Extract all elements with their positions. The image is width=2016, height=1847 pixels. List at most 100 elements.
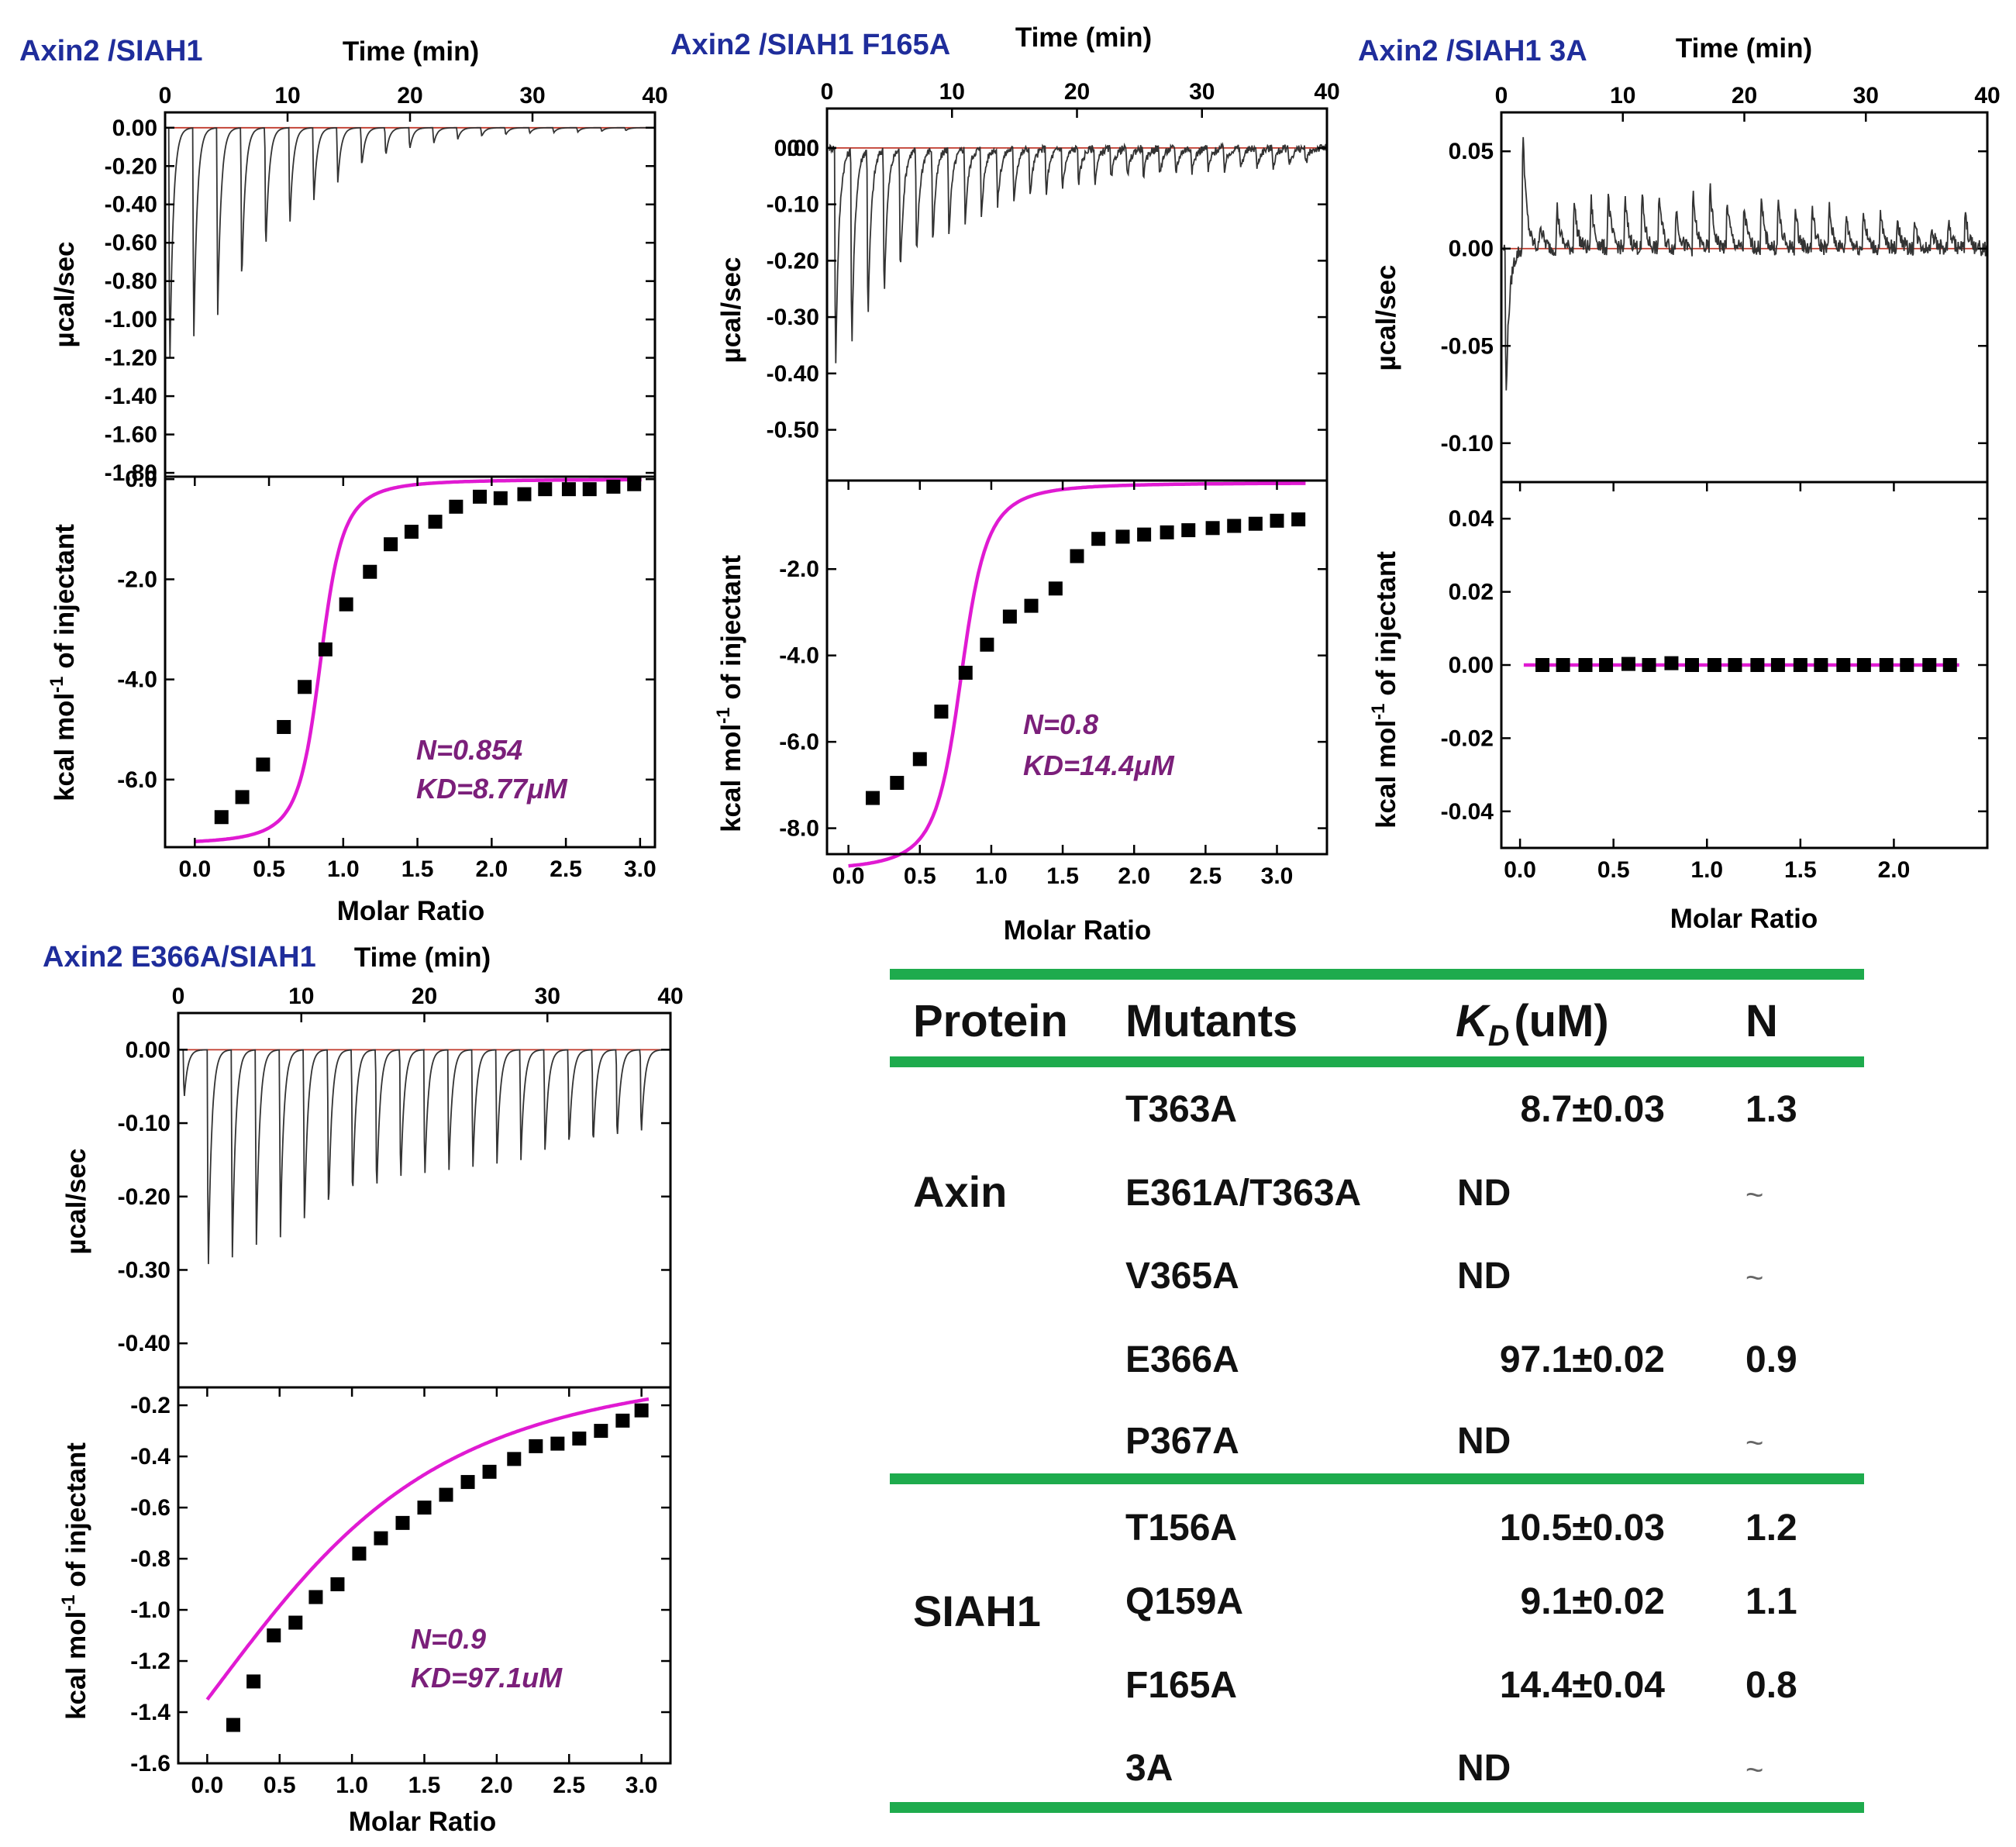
top-y-axis-title: µcal/sec [61,1149,91,1255]
data-point [277,719,291,734]
y-axis-title-superscript: -1 [58,1594,79,1611]
data-point [449,499,464,514]
x-tick-label: 30 [1853,83,1879,109]
data-point [1942,658,1957,672]
y-tick-label: -0.60 [105,230,157,256]
y-tick-label: -6.0 [779,729,819,755]
x-tick-label: 0.0 [1504,857,1536,883]
y-tick-label: 0.00 [1449,653,1494,678]
bottom-y-axis-title: kcal mol-1 of injectant [1368,551,1401,829]
data-point [1750,658,1765,672]
x-tick-label: 0.5 [264,1773,296,1798]
header-n: N [1745,996,1778,1046]
n-cell: ~ [1745,1261,1763,1295]
binding-isotherm-plot: 0.04 0.02 0.00 -0.02 -0.04 0.0 0.5 1.0 1.5 2.0 [1441,481,1989,883]
top-y-axis-title: µcal/sec [716,257,746,364]
fit-annotation-kd: KD=8.77μM [416,773,568,805]
y-tick-label: -1.20 [105,346,157,371]
data-point [1227,519,1242,533]
data-point [1599,658,1614,672]
x-tick-label: 0.0 [832,863,865,889]
panel-title: Axin2 /SIAH1 3A [1358,35,1587,67]
y-tick-label: -1.80 [105,460,157,486]
mutant-cell: V365A [1125,1256,1239,1297]
mutant-cell: P367A [1125,1421,1239,1462]
y-axis-title-main: kcal mol [61,1611,91,1720]
n-cell: 0.8 [1745,1665,1797,1706]
kd-cell: ND [1457,1256,1511,1297]
data-point [1160,525,1174,539]
y-tick-label: -4.0 [779,643,819,669]
x-tick-label: 3.0 [625,1773,658,1798]
y-tick-label: 0.00 [1449,236,1494,262]
data-point [561,482,576,497]
data-point [246,1674,261,1689]
data-point [374,1531,388,1545]
mutant-cell: T363A [1125,1089,1237,1130]
kd-unit: (uM) [1514,996,1608,1046]
mutant-cell: T156A [1125,1508,1237,1549]
x-tick-label: 1.0 [336,1773,368,1798]
binding-isotherm-plot: 0.0 -2.0 -4.0 -6.0 0.0 0.5 1.0 1.5 2.0 2.5 3.0 [117,467,656,882]
x-tick-label: 0.0 [191,1773,223,1798]
table-row: E366A 97.1±0.02 0.9 [1125,1339,1797,1380]
y-tick-label: -0.05 [1441,333,1494,359]
fit-annotation-n: N=0.8 [1023,708,1098,740]
data-point [1814,658,1828,672]
data-point [582,482,597,497]
data-point [339,597,353,612]
n-cell: 1.1 [1745,1581,1797,1622]
y-tick-label: -0.20 [767,248,819,274]
x-tick-label: 10 [939,79,965,105]
x-tick-label: 1.0 [327,856,360,882]
x-tick-label: 10 [1610,83,1635,109]
x-tick-label: 1.5 [1784,857,1817,883]
data-point [1091,532,1106,546]
kd-cell: 14.4±0.04 [1500,1665,1665,1706]
bottom-x-axis-title: Molar Ratio [1670,904,1818,934]
raw-heat-plot: 0.05 0.00 -0.05 -0.10 0 10 20 30 40 [1441,83,2000,484]
data-point [1879,658,1894,672]
bottom-y-axis-title: kcal mol-1 of injectant [713,555,746,832]
binding-isotherm-plot: -2.0 -4.0 -6.0 -8.0 0.0 0.5 1.0 1.5 2.0 2.5 3.0 [779,479,1328,889]
y-tick-label: -0.04 [1441,799,1494,825]
y-axis-title-superscript: -1 [47,676,67,692]
data-point [615,1413,630,1428]
binding-isotherm-plot: -0.2 -0.4 -0.6 -0.8 -1.0 -1.2 -1.4 -1.6 0.0 0.5 1.… [130,1386,672,1798]
data-point [980,637,994,652]
x-tick-label: 0 [172,984,185,1009]
data-point [460,1475,475,1490]
data-point [1684,658,1699,672]
y-axis-title-superscript: -1 [713,707,734,723]
table-row: T363A 8.7±0.03 1.3 [1125,1089,1797,1130]
kd-cell: 9.1±0.02 [1521,1581,1666,1622]
x-tick-label: 2.0 [1878,857,1911,883]
data-point [363,564,377,579]
y-tick-label: -0.40 [105,192,157,218]
raw-heat-plot: 0.00 -0.20 -0.40 -0.60 -0.80 -1.00 -1.20 -1.40 -… [105,83,668,486]
y-tick-label: 0.0 [125,467,157,492]
data-point [1270,513,1284,528]
y-tick-label: 0.00 [126,1037,171,1063]
y-tick-label: -0.40 [767,361,819,387]
x-tick-label: 40 [642,83,667,109]
data-point [1024,598,1039,613]
x-tick-label: 40 [1974,83,2000,109]
y-tick-label: -0.02 [1441,725,1494,751]
y-tick-label: -1.40 [105,384,157,409]
fit-curve [848,481,1306,868]
data-point [1642,658,1656,672]
y-tick-label: -2.0 [779,557,819,582]
data-point [267,1628,281,1643]
raw-heat-trace [1503,136,1988,391]
data-point [1900,658,1914,672]
data-point [428,515,443,529]
data-point [395,1515,410,1530]
table-row: P367A ND ~ [1125,1421,1763,1462]
plot-frame [1500,111,1989,484]
plot-frame [825,479,1328,856]
data-point [226,1718,240,1732]
data-point [439,1487,453,1502]
data-point [417,1501,432,1515]
y-tick-label: -0.10 [767,192,819,218]
